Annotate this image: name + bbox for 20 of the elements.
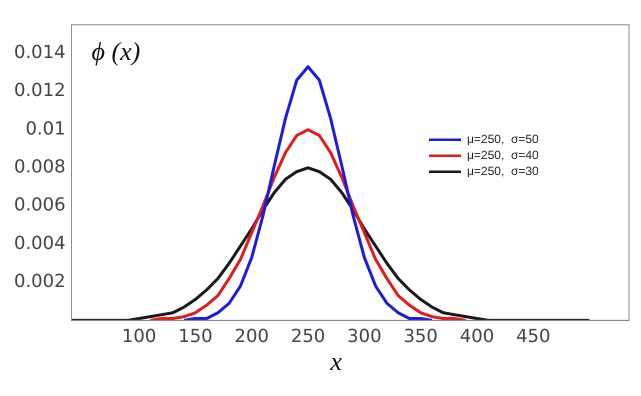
- x-tick-label: 350: [403, 326, 438, 347]
- y-tick-label: 0.014: [14, 42, 66, 64]
- legend-label: μ=250, σ=30: [467, 164, 540, 178]
- x-tick-label: 100: [122, 326, 156, 347]
- x-tick-label: 200: [234, 326, 269, 347]
- y-tick-label: 0.01: [25, 118, 66, 140]
- legend-label: μ=250, σ=40: [467, 148, 540, 162]
- y-tick-label: 0.002: [14, 270, 66, 292]
- y-tick-label: 0.006: [14, 194, 66, 216]
- y-tick-label: 0.008: [14, 156, 66, 178]
- x-tick-label: 450: [516, 326, 550, 347]
- y-axis-title: ϕ (x): [92, 37, 140, 66]
- y-tick-label: 0.004: [14, 232, 66, 254]
- x-axis-title: x: [329, 347, 342, 376]
- x-tick-label: 300: [347, 326, 382, 347]
- x-tick-label: 250: [290, 326, 326, 347]
- x-tick-label: 400: [460, 326, 494, 347]
- legend-label: μ=250, σ=50: [467, 132, 540, 146]
- x-tick-label: 150: [178, 326, 213, 347]
- y-tick-label: 0.012: [14, 80, 66, 102]
